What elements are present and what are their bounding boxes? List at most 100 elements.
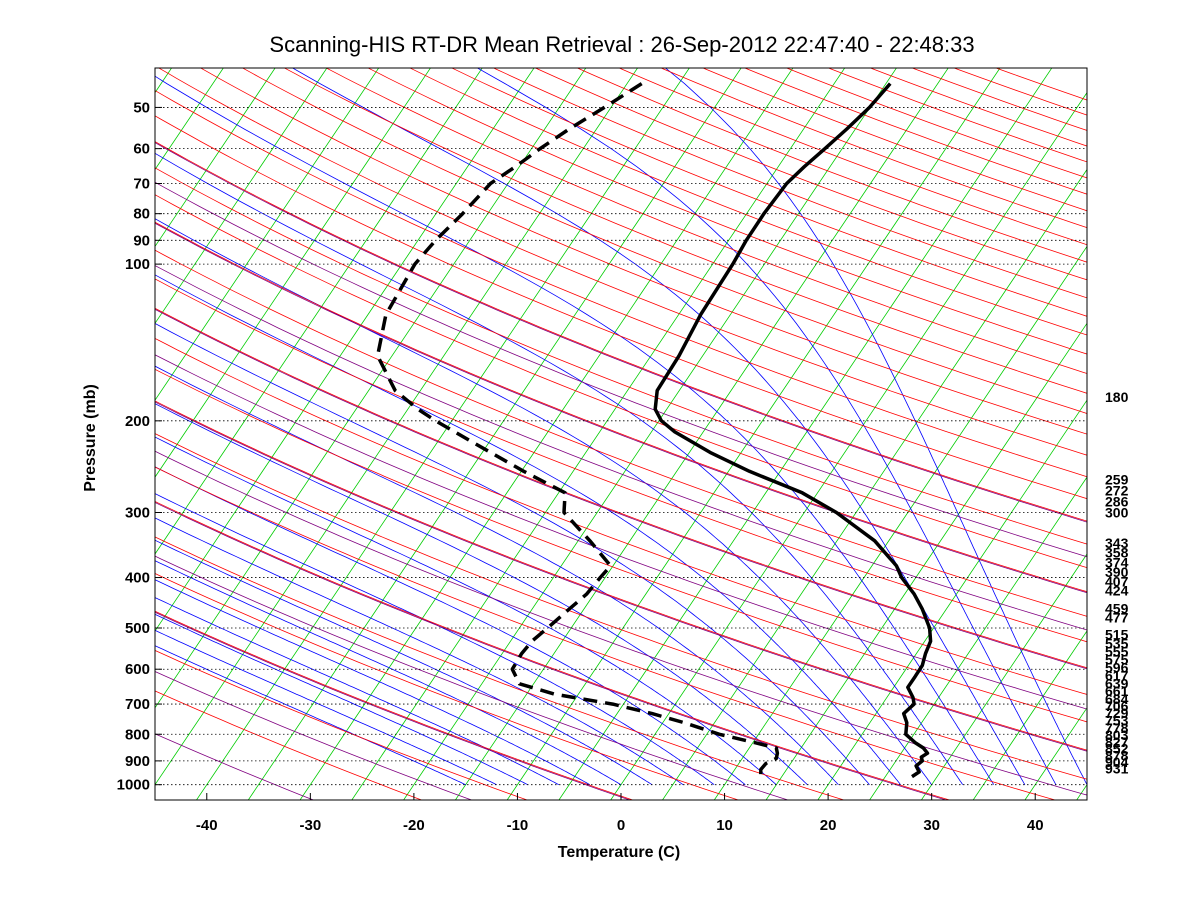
- right-level-label: 555: [1105, 644, 1129, 660]
- chart-title: Scanning-HIS RT-DR Mean Retrieval : 26-S…: [269, 32, 974, 57]
- dry-adiabat-line: [241, 68, 1087, 414]
- purple-adiabat-line: [155, 450, 1087, 796]
- x-tick-label: -40: [196, 817, 218, 834]
- dry-adiabat-line: [702, 68, 1087, 212]
- right-level-label: 904: [1105, 754, 1129, 770]
- right-level-label: 535: [1105, 635, 1129, 651]
- moist-adiabat-line: [155, 579, 591, 786]
- y-tick-label: 700: [125, 696, 150, 713]
- isotherm-line: [155, 68, 639, 786]
- dry-adiabat-line: [367, 68, 1087, 355]
- isotherm-line: [155, 68, 276, 248]
- isotherm-line: [403, 68, 897, 800]
- x-tick-label: 20: [820, 817, 837, 834]
- right-level-label: 778: [1105, 720, 1129, 736]
- moist-adiabat-line: [155, 436, 777, 786]
- isotherm-line: [351, 68, 846, 800]
- isotherm-line: [155, 68, 431, 478]
- right-level-label: 459: [1105, 601, 1129, 617]
- purple-adiabat-line: [155, 308, 1087, 670]
- isotherm-line: [0, 45, 135, 806]
- dry-adiabat-line: [155, 649, 529, 800]
- isotherm-line: [661, 168, 1087, 800]
- isotherm-line: [869, 476, 1087, 800]
- isotherm-line: [0, 45, 83, 806]
- y-tick-label: 400: [125, 570, 150, 587]
- x-tick-label: 30: [923, 817, 940, 834]
- dry-adiabat-line: [409, 68, 1087, 336]
- purple-adiabat-line: [155, 502, 948, 800]
- dry-adiabat-line: [155, 90, 1087, 478]
- right-level-label: 878: [1105, 747, 1129, 763]
- moist-adiabat-line: [155, 613, 528, 786]
- right-level-label: 931: [1105, 761, 1129, 777]
- dry-adiabat-line: [618, 68, 1087, 246]
- dry-adiabat-line: [199, 68, 1087, 435]
- moist-adiabat-line: [155, 560, 622, 786]
- right-level-label: 617: [1105, 668, 1129, 684]
- isotherm-line: [299, 68, 794, 800]
- y-tick-label: 500: [125, 620, 150, 637]
- isotherm-line: [155, 68, 380, 401]
- dry-adiabat-line: [325, 68, 1087, 374]
- purple-adiabat-line: [155, 555, 790, 800]
- purple-adiabat-line: [155, 222, 1087, 594]
- y-tick-label: 600: [125, 661, 150, 678]
- y-tick-label: 900: [125, 753, 150, 770]
- profiles: [375, 82, 933, 779]
- isotherm-line: [155, 68, 587, 709]
- isotherm-line: [817, 399, 1087, 800]
- x-tick-label: -10: [507, 817, 529, 834]
- dry-adiabat-line: [576, 68, 1087, 263]
- y-tick-label: 90: [133, 232, 150, 249]
- isotherm-line: [155, 68, 328, 325]
- isotherm-line: [1076, 783, 1087, 800]
- y-tick-label: 300: [125, 505, 150, 522]
- right-level-label: 343: [1105, 535, 1129, 551]
- isotherm-line: [1124, 45, 1200, 806]
- dry-adiabat-line: [155, 307, 1087, 669]
- right-level-label: 272: [1105, 482, 1129, 498]
- right-level-label: 390: [1105, 564, 1129, 580]
- isotherm-line: [1176, 45, 1200, 806]
- dewpoint-profile: [375, 82, 780, 777]
- right-level-label: 706: [1105, 698, 1129, 714]
- dry-adiabat-line: [155, 337, 1087, 695]
- right-level-label: 477: [1105, 609, 1129, 625]
- right-level-label: 684: [1105, 691, 1129, 707]
- dry-adiabat-line: [283, 68, 1087, 394]
- purple-adiabat-line: [155, 671, 473, 800]
- dry-adiabat-line: [660, 68, 1087, 229]
- dry-adiabat-line: [155, 141, 1087, 522]
- right-level-label: 374: [1105, 554, 1129, 570]
- right-level-label: 852: [1105, 740, 1129, 756]
- dry-adiabat-line: [450, 68, 1087, 317]
- dry-adiabat-line: [155, 167, 1087, 545]
- right-level-label: 827: [1105, 734, 1129, 750]
- right-level-label: 300: [1105, 505, 1129, 521]
- isotherm-line: [506, 68, 1001, 800]
- isotherm-line: [920, 553, 1087, 800]
- isotherm-line: [558, 68, 1053, 800]
- y-tick-label: 80: [133, 206, 150, 223]
- temperature-profile: [653, 82, 933, 779]
- moist-adiabat-line: [155, 539, 653, 786]
- dry-adiabat-line: [155, 400, 1087, 751]
- moist-adiabat-line: [155, 493, 715, 786]
- dry-adiabat-line: [155, 278, 1087, 643]
- dry-adiabat-line: [743, 68, 1087, 195]
- moist-adiabat-line: [155, 152, 964, 785]
- moist-adiabat-line: [155, 645, 466, 786]
- y-tick-label: 60: [133, 141, 150, 158]
- dry-adiabat-line: [158, 68, 1087, 456]
- y-tick-label: 70: [133, 175, 150, 192]
- dry-adiabat-line: [155, 610, 634, 800]
- right-level-label: 407: [1105, 573, 1129, 589]
- isotherm-line: [247, 68, 742, 800]
- x-tick-label: 10: [716, 817, 733, 834]
- dry-adiabat-line: [869, 68, 1087, 147]
- x-tick-label: -20: [403, 817, 425, 834]
- dry-adiabat-line: [155, 368, 1087, 723]
- background-lines: [0, 45, 1200, 806]
- right-level-label: 358: [1105, 544, 1129, 560]
